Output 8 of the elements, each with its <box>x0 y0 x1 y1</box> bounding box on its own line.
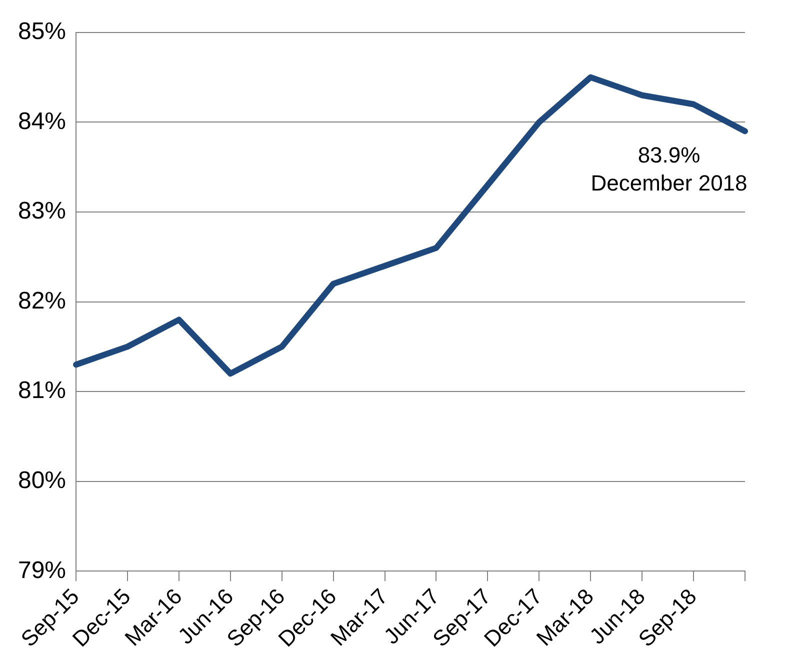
y-tick-label: 79% <box>18 556 66 584</box>
y-tick-label: 83% <box>18 198 66 225</box>
y-tick-label: 82% <box>18 287 66 314</box>
y-tick-label: 85% <box>18 18 66 46</box>
y-tick-label: 80% <box>18 467 66 494</box>
y-tick-label: 81% <box>18 377 66 404</box>
y-tick-label: 84% <box>18 108 66 135</box>
annotation: 83.9% December 2018 <box>590 142 748 196</box>
